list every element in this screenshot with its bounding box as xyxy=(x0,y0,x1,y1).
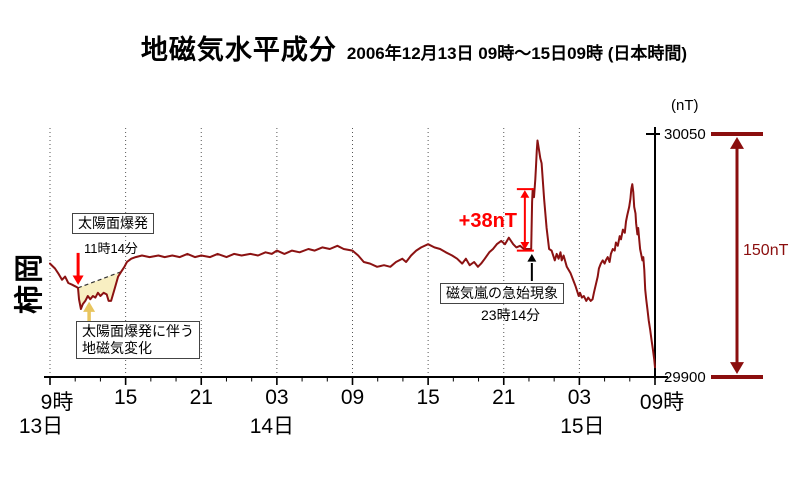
flare-baseline-dashed xyxy=(77,271,122,289)
x-tick-label: 09 xyxy=(340,386,365,409)
y-tick-label-max: 30050 xyxy=(664,126,706,143)
sc-arrow-head xyxy=(527,254,537,262)
title-bar: 地磁気水平成分 2006年12月13日 09時～15日09時 (日本時間) xyxy=(14,28,800,67)
x-tick-label: 03 xyxy=(567,386,592,409)
data-curve xyxy=(49,139,656,369)
flare-annotation-box: 太陽面爆発 xyxy=(72,213,154,234)
x-tick-label: 03 xyxy=(265,386,289,409)
flare-arrow-head xyxy=(72,275,84,285)
x-tick-label: 21 xyxy=(189,386,213,409)
flare-change-annotation-box: 太陽面爆発に伴う 地磁気変化 xyxy=(76,321,200,359)
range-arrow-head-up xyxy=(730,137,744,149)
x-tick-label: 09時 xyxy=(639,391,685,414)
x-date-label: 13日 xyxy=(18,415,64,438)
storm-sudden-commencement-box: 磁気嵐の急始現象 xyxy=(440,283,564,304)
step-arrow-head-down xyxy=(520,241,530,250)
step-38nt-label: +38nT xyxy=(458,210,517,232)
flare-change-arrow-head xyxy=(83,301,96,312)
x-date-label: 14日 xyxy=(249,415,295,438)
y-axis-unit-label: (nT) xyxy=(671,97,699,114)
station-label: 柿岡 xyxy=(14,252,46,315)
y-tick-label-min: 29900 xyxy=(664,369,706,386)
flare-change-line1: 太陽面爆発に伴う xyxy=(82,323,194,339)
x-date-label: 15日 xyxy=(560,415,605,438)
range-arrow-head-down xyxy=(730,362,744,374)
range-150nt-label: 150nT xyxy=(743,242,789,259)
step-arrow-head-up xyxy=(520,190,530,198)
chart-title: 地磁気水平成分 xyxy=(140,35,337,65)
x-tick-label: 21 xyxy=(492,386,516,409)
chart-subtitle: 2006年12月13日 09時～15日09時 (日本時間) xyxy=(346,44,688,63)
x-tick-label: 9時 xyxy=(40,391,74,414)
flare-time-label: 11時14分 xyxy=(84,241,138,256)
x-tick-label: 15 xyxy=(416,386,440,409)
flare-change-line2: 地磁気変化 xyxy=(82,339,152,356)
flare-effect-shaded-area xyxy=(77,271,122,309)
storm-sudden-commencement-time: 23時14分 xyxy=(481,307,541,323)
x-tick-label: 15 xyxy=(113,386,138,409)
